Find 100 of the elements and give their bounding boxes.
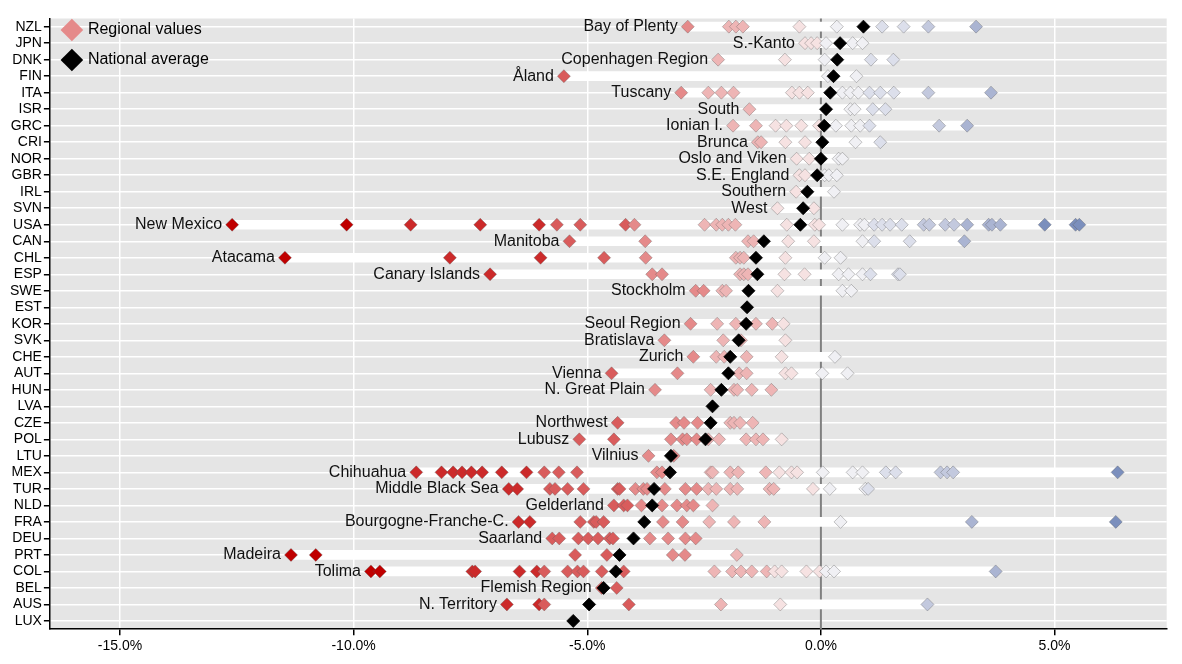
x-tick-label: 0.0%: [804, 637, 837, 654]
point: [608, 564, 623, 579]
annotation: Bratislava: [584, 330, 655, 348]
y-tick-label: SVN: [13, 199, 42, 216]
point: [814, 151, 828, 166]
annotation: N. Territory: [418, 594, 497, 612]
point: [793, 217, 808, 232]
x-tick-label: -10.0%: [331, 637, 376, 654]
point: [830, 52, 845, 67]
x-tick-label: 5.0%: [1038, 637, 1071, 654]
y-tick-label: ITA: [21, 83, 43, 100]
annotation: Chihuahua: [328, 462, 407, 480]
y-tick-label: FRA: [13, 512, 43, 529]
x-tick-label: -15.0%: [97, 637, 143, 654]
annotation: Tolima: [314, 561, 362, 579]
y-tick-label: AUT: [13, 364, 43, 381]
point: [826, 69, 841, 84]
point: [800, 184, 815, 199]
point: [647, 481, 661, 496]
y-tick-label: PRT: [14, 545, 43, 562]
y-tick-label: GRC: [10, 116, 42, 133]
y-tick-label: GBR: [11, 166, 42, 183]
y-tick-label: HUN: [11, 380, 42, 397]
point: [810, 168, 825, 183]
y-tick-label: TUR: [13, 479, 42, 496]
y-tick-label: KOR: [11, 314, 42, 331]
y-tick-label: IRL: [20, 182, 43, 199]
y-tick-label: CRI: [17, 133, 42, 150]
annotation: N. Great Plain: [544, 380, 646, 398]
annotation: Bourgogne-Franche-C.: [344, 512, 509, 530]
y-tick-label: NZL: [15, 17, 43, 34]
annotation: Oslo and Viken: [678, 149, 787, 167]
point: [757, 234, 771, 249]
annotation: S.E. England: [696, 165, 790, 183]
annotation: Åland: [512, 65, 554, 84]
y-tick-label: JPN: [15, 34, 42, 51]
point: [663, 465, 677, 480]
annotation: South: [697, 99, 740, 117]
point: [626, 531, 641, 546]
legend-label: National average: [87, 50, 209, 68]
y-tick-label: FIN: [19, 67, 42, 84]
y-tick-label: CAN: [12, 232, 42, 249]
y-tick-label: ESP: [13, 265, 42, 282]
y-tick-label: CHL: [13, 248, 43, 265]
point: [714, 382, 729, 397]
y-tick-label: SVK: [13, 331, 43, 348]
point: [740, 300, 754, 315]
point: [705, 399, 720, 414]
annotation: Manitoba: [493, 231, 560, 249]
annotation: S.-Kanto: [732, 33, 796, 51]
legend-label: Regional values: [87, 20, 202, 38]
point: [833, 36, 847, 51]
point: [612, 548, 627, 562]
point: [645, 498, 660, 513]
annotation: Ionian I.: [666, 116, 724, 134]
y-tick-label: EST: [14, 298, 43, 315]
y-tick-label: MEX: [11, 463, 43, 480]
y-tick-label: AUS: [13, 595, 42, 612]
annotation: Canary Islands: [373, 264, 481, 282]
point: [749, 250, 763, 265]
annotation: Brunca: [697, 132, 748, 150]
annotation: New Mexico: [134, 215, 223, 233]
y-tick-label: DEU: [12, 529, 42, 546]
annotation: Vilnius: [591, 446, 639, 464]
point: [637, 515, 652, 529]
annotation: Tuscany: [611, 83, 672, 101]
annotation: Northwest: [535, 413, 609, 431]
annotation: Middle Black Sea: [375, 479, 499, 497]
point: [796, 201, 811, 216]
annotation: Seoul Region: [584, 314, 681, 332]
point: [566, 614, 581, 628]
point: [739, 316, 754, 331]
point: [856, 19, 871, 34]
y-tick-label: BEL: [15, 578, 43, 595]
point: [723, 349, 738, 364]
point: [721, 366, 736, 381]
y-tick-label: LUX: [14, 611, 43, 628]
y-tick-label: ISR: [18, 100, 42, 117]
point: [823, 85, 838, 100]
annotation: Saarland: [478, 528, 543, 546]
annotation: Flemish Region: [480, 578, 592, 596]
y-tick-label: CHE: [12, 347, 42, 364]
annotation: Gelderland: [525, 495, 604, 513]
y-tick-label: USA: [13, 215, 43, 232]
point: [750, 267, 765, 282]
y-tick-label: LTU: [16, 446, 42, 463]
point: [819, 102, 833, 117]
point: [582, 597, 597, 612]
annotation: Vienna: [552, 363, 602, 381]
annotation: Stockholm: [610, 281, 686, 299]
y-tick-label: COL: [13, 562, 43, 579]
annotation: West: [731, 198, 769, 216]
y-tick-label: LVA: [17, 397, 43, 414]
annotation: Lubusz: [517, 429, 570, 447]
annotation: Copenhagen Region: [561, 50, 709, 68]
point: [741, 283, 756, 298]
annotation: Bay of Plenty: [583, 17, 678, 35]
x-tick-label: -5.0%: [568, 637, 606, 654]
point: [815, 135, 830, 150]
point: [817, 118, 832, 133]
